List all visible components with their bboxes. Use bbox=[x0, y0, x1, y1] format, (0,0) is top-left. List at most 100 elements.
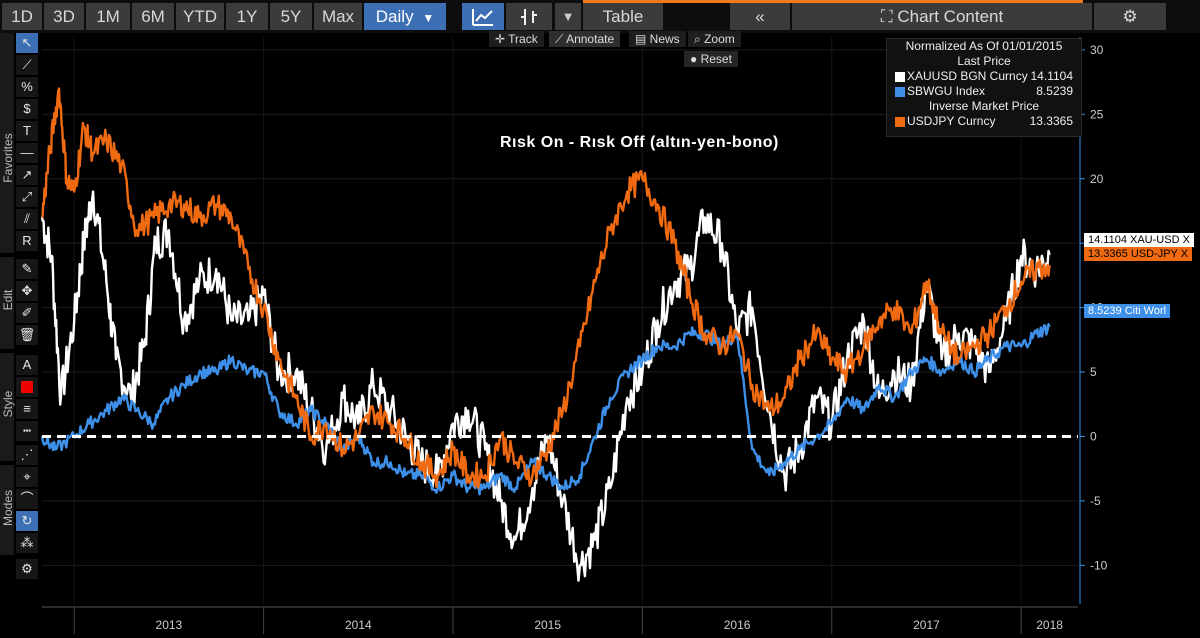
modes-tab[interactable]: Modes bbox=[0, 465, 15, 555]
legend-section-inverse: Inverse Market Price bbox=[928, 99, 1040, 113]
y-tick-label: -5 bbox=[1090, 494, 1101, 508]
legend-panel: Normalized As Of 01/01/2015 Last Price X… bbox=[886, 38, 1082, 137]
chart-content-icon: ⛶ bbox=[880, 7, 893, 26]
style-tab[interactable]: Style bbox=[0, 353, 15, 461]
news-tool[interactable]: ▤ News bbox=[629, 31, 686, 47]
legend-swatch-usdjpy bbox=[895, 117, 905, 127]
chart-content-button[interactable]: ⛶ Chart Content bbox=[792, 3, 1092, 30]
magnet-icon[interactable]: ⌒ bbox=[16, 489, 38, 509]
dotted-line-icon[interactable]: ⋰ bbox=[16, 445, 38, 465]
arrow-line-icon[interactable]: ↗ bbox=[16, 165, 38, 185]
trash-icon[interactable]: 🗑 bbox=[16, 325, 38, 345]
color-swatch-icon[interactable] bbox=[16, 377, 38, 397]
percent-line-icon[interactable]: % bbox=[16, 77, 38, 97]
chart-title: Rısk On - Rısk Off (altın-yen-bono) bbox=[500, 134, 779, 151]
modes-label: Modes bbox=[1, 489, 15, 527]
pencil-icon[interactable]: ✎ bbox=[16, 259, 38, 279]
legend-section-last-price: Last Price bbox=[957, 54, 1011, 68]
y-tick-label: 20 bbox=[1090, 172, 1104, 186]
reset-button[interactable]: ● Reset bbox=[684, 51, 738, 67]
edit-label: Edit bbox=[1, 289, 15, 311]
horizontal-line-icon[interactable]: — bbox=[16, 143, 38, 163]
legend-header: Normalized As Of 01/01/2015 bbox=[905, 39, 1063, 53]
x-year-label: 2013 bbox=[156, 618, 183, 632]
annotate-label: Annotate bbox=[566, 32, 615, 46]
range-1y-button[interactable]: 1Y bbox=[226, 3, 268, 30]
range-1d-button[interactable]: 1D bbox=[2, 3, 42, 30]
snap-icon[interactable]: ⌖ bbox=[16, 467, 38, 487]
edit-tab[interactable]: Edit bbox=[0, 257, 15, 349]
line-weight-icon[interactable]: ≡ bbox=[16, 399, 38, 419]
annotate-tool[interactable]: ⟋ Annotate bbox=[549, 31, 621, 47]
series-line-2 bbox=[40, 87, 1051, 489]
frequency-dropdown[interactable]: Daily ▼ bbox=[364, 3, 446, 30]
edit-pencil-icon[interactable]: ✐ bbox=[16, 303, 38, 323]
chart-content-label: Chart Content bbox=[897, 7, 1004, 26]
favorites-label: Favorites bbox=[1, 133, 15, 183]
legend-name: USDJPY Curncy bbox=[907, 114, 996, 128]
legend-value: 14.1104 bbox=[1030, 69, 1074, 83]
style-label: Style bbox=[1, 390, 15, 418]
x-year-label: 2017 bbox=[913, 618, 940, 632]
news-label: News bbox=[649, 32, 680, 46]
table-button[interactable]: Table bbox=[583, 3, 663, 30]
range-6m-button[interactable]: 6M bbox=[132, 3, 174, 30]
range-1m-button[interactable]: 1M bbox=[86, 3, 130, 30]
zoom-icon: ⌕ bbox=[694, 32, 705, 46]
series-line-1 bbox=[40, 323, 1051, 496]
bar-chart-icon[interactable] bbox=[506, 3, 552, 30]
font-icon[interactable]: A bbox=[16, 355, 38, 375]
y-tick-label: 5 bbox=[1090, 365, 1097, 379]
legend-row-usdjpy[interactable]: USDJPY Curncy 13.3365 bbox=[887, 114, 1081, 129]
legend-name: SBWGU Index bbox=[907, 84, 986, 98]
legend-name: XAUUSD BGN Curncy bbox=[907, 69, 1028, 83]
left-toolbar: Favorites Edit Style Modes ↖ ⟋ % $ T — ↗… bbox=[0, 33, 40, 638]
settings-gear-icon[interactable]: ⚙ bbox=[16, 559, 38, 579]
y-tick-label: 30 bbox=[1090, 43, 1104, 57]
favorites-tab[interactable]: Favorites bbox=[0, 33, 15, 253]
annotate-icon: ⟋ bbox=[555, 32, 567, 46]
color-palette-icon[interactable]: ⁂ bbox=[16, 533, 38, 553]
x-year-label: 2018 bbox=[1036, 618, 1063, 632]
chart-type-chevron-icon[interactable]: ▼ bbox=[555, 3, 581, 30]
channel-icon[interactable]: ⫽ bbox=[16, 209, 38, 229]
gear-icon[interactable]: ⚙ bbox=[1094, 3, 1166, 30]
legend-value: 13.3365 bbox=[1029, 114, 1073, 128]
range-5y-button[interactable]: 5Y bbox=[270, 3, 312, 30]
toolbar-accent bbox=[583, 0, 1083, 3]
legend-row-xauusd[interactable]: XAUUSD BGN Curncy 14.1104 bbox=[887, 69, 1081, 84]
collapse-left-icon[interactable]: « bbox=[730, 3, 790, 30]
frequency-label: Daily bbox=[375, 7, 414, 26]
reset-icon: ● bbox=[690, 52, 701, 66]
legend-swatch-xauusd bbox=[895, 72, 905, 82]
regression-icon[interactable]: R bbox=[16, 231, 38, 251]
refresh-icon[interactable]: ↻ bbox=[16, 511, 38, 531]
track-tool[interactable]: ✛ Track bbox=[489, 31, 544, 47]
y-tick-label: 0 bbox=[1090, 429, 1097, 443]
text-box-icon[interactable]: T bbox=[16, 121, 38, 141]
legend-swatch-sbwgu bbox=[895, 87, 905, 97]
ray-icon[interactable]: ⤢ bbox=[16, 187, 38, 207]
legend-value: 8.5239 bbox=[1036, 84, 1073, 98]
last-value-tag-usdjpy: 13.3365 USD-JPY X bbox=[1084, 247, 1193, 261]
zoom-tool[interactable]: ⌕ Zoom bbox=[688, 31, 741, 47]
x-year-label: 2015 bbox=[534, 618, 561, 632]
crosshair-icon: ✛ bbox=[495, 32, 509, 46]
top-toolbar: 1D 3D 1M 6M YTD 1Y 5Y Max Daily ▼ ▼ Tabl… bbox=[0, 0, 1200, 33]
range-max-button[interactable]: Max bbox=[314, 3, 362, 30]
reset-label: Reset bbox=[700, 52, 732, 66]
range-ytd-button[interactable]: YTD bbox=[176, 3, 224, 30]
range-3d-button[interactable]: 3D bbox=[44, 3, 84, 30]
move-icon[interactable]: ✥ bbox=[16, 281, 38, 301]
trendline-icon[interactable]: ⟋ bbox=[16, 55, 38, 75]
price-line-icon[interactable]: $ bbox=[16, 99, 38, 119]
x-year-label: 2014 bbox=[345, 618, 372, 632]
legend-row-sbwgu[interactable]: SBWGU Index 8.5239 bbox=[887, 84, 1081, 99]
y-tick-label: 25 bbox=[1090, 107, 1104, 121]
pointer-icon[interactable]: ↖ bbox=[16, 33, 38, 53]
zoom-label: Zoom bbox=[704, 32, 735, 46]
line-style-icon[interactable]: ┅ bbox=[16, 421, 38, 441]
last-value-tag-citi: 8.5239 Citi Worl bbox=[1084, 304, 1171, 318]
line-chart-icon[interactable] bbox=[462, 3, 504, 30]
last-value-tag-xau: 14.1104 XAU-USD X bbox=[1084, 233, 1194, 247]
